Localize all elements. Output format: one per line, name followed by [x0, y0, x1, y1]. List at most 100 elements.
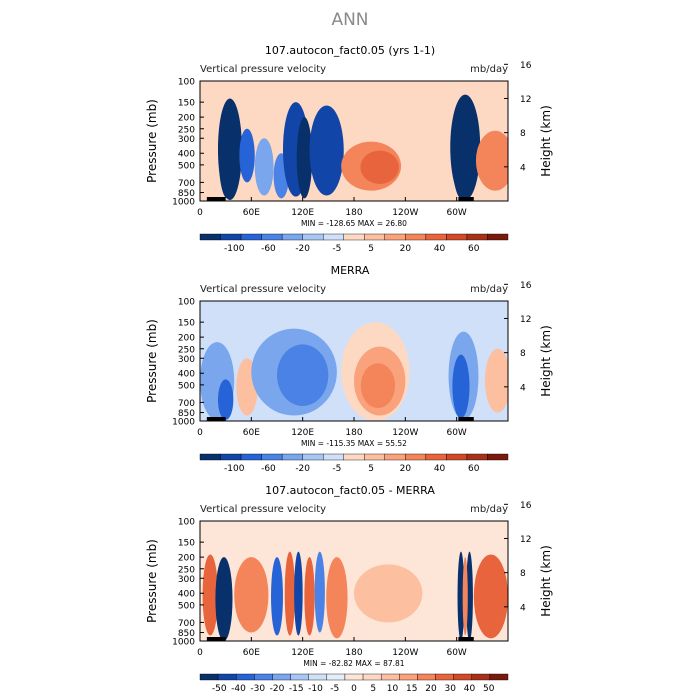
colorbar-swatch	[272, 673, 291, 681]
heatmap-feature	[284, 551, 295, 636]
colorbar-swatch	[281, 453, 303, 461]
colorbar-label: -60	[261, 464, 276, 474]
colorbar-swatch	[220, 453, 242, 461]
y-right-tick-label: 12	[520, 315, 531, 325]
y-tick-label: 850	[178, 409, 195, 419]
y-tick-label: 300	[178, 355, 195, 365]
x-tick-label: 120E	[291, 428, 314, 438]
colorbar-swatch	[487, 453, 509, 461]
heatmap-cells	[200, 322, 508, 421]
colorbar-label: -100	[224, 464, 245, 474]
colorbar-swatch	[220, 233, 242, 241]
colorbar-swatch	[489, 673, 509, 681]
y-right-tick-label: 12	[520, 535, 531, 545]
colorbar-label: -15	[289, 684, 304, 694]
colorbar-swatch	[199, 673, 219, 681]
colorbar-swatch	[236, 673, 255, 681]
colorbar-swatch	[199, 233, 221, 241]
panel-units: mb/day	[470, 504, 508, 515]
colorbar-swatch	[471, 673, 491, 681]
colorbar-swatch	[254, 673, 273, 681]
colorbar-label: -20	[295, 464, 310, 474]
x-tick-label: 120E	[291, 648, 314, 658]
y-tick-label: 100	[178, 78, 195, 88]
heatmap-feature	[326, 557, 348, 639]
colorbar-swatch	[405, 233, 427, 241]
colorbar-swatch	[364, 453, 385, 461]
colorbar-swatch	[405, 453, 427, 461]
x-tick-label: 60W	[446, 208, 466, 218]
colorbar-swatch	[240, 453, 262, 461]
colorbar-label: -5	[330, 684, 339, 694]
colorbar-label: 20	[425, 684, 437, 694]
x-tick-label: 120W	[392, 648, 418, 658]
colorbar-label: 5	[370, 684, 376, 694]
y-tick-label: 200	[178, 554, 195, 564]
x-tick-label: 60E	[243, 648, 260, 658]
y-right-tick-label: 12	[520, 95, 531, 105]
colorbar-label: -20	[270, 684, 285, 694]
y-right-axis-label: Height (km)	[539, 105, 553, 176]
colorbar-swatch	[199, 453, 221, 461]
y-tick-label: 700	[178, 399, 195, 409]
x-tick-label: 60E	[243, 428, 260, 438]
colorbar-label: 40	[464, 684, 476, 694]
y-tick-label: 200	[178, 334, 195, 344]
colorbar-label: -5	[332, 464, 341, 474]
y-tick-label: 200	[178, 114, 195, 124]
colorbar-label: 5	[368, 244, 374, 254]
panel-subtitle: Vertical pressure velocity	[200, 284, 326, 295]
colorbar-swatch	[302, 453, 324, 461]
colorbar-swatch	[343, 453, 365, 461]
x-tick-label: 0	[197, 208, 203, 218]
colorbar-label: 30	[445, 684, 457, 694]
y-tick-label: 1000	[172, 198, 195, 208]
topography-mask	[458, 417, 474, 421]
colorbar-swatch	[290, 673, 309, 681]
colorbar-label: 60	[468, 464, 480, 474]
x-tick-label: 120E	[291, 208, 314, 218]
x-tick-label: 60E	[243, 208, 260, 218]
heatmap-feature	[217, 379, 234, 420]
colorbar-label: -30	[250, 684, 265, 694]
topography-mask	[206, 197, 226, 201]
y-tick-label: 500	[178, 161, 195, 171]
colorbar-label: -5	[332, 244, 341, 254]
y-tick-label: 300	[178, 135, 195, 145]
colorbar-label: 40	[434, 244, 446, 254]
panel-units: mb/day	[470, 64, 508, 75]
heatmap-feature	[277, 344, 329, 407]
heatmap-feature	[215, 557, 233, 641]
colorbar-label: -100	[224, 244, 245, 254]
x-tick-label: 180	[345, 648, 362, 658]
heatmap-feature	[360, 363, 396, 409]
y-tick-label: 500	[178, 381, 195, 391]
y-axis-label: Pressure (mb)	[145, 539, 159, 623]
y-right-tick-label: 4	[520, 163, 526, 173]
colorbar-swatch	[399, 673, 418, 681]
heatmap-feature	[457, 551, 465, 641]
heatmap-cells	[202, 551, 508, 641]
x-tick-label: 120W	[392, 208, 418, 218]
y-tick-label: 250	[178, 345, 195, 355]
heatmap-feature	[475, 130, 508, 191]
colorbar-swatch	[487, 233, 509, 241]
heatmap-feature	[304, 557, 315, 636]
colorbar-label: 10	[387, 684, 399, 694]
colorbar-label: -50	[212, 684, 227, 694]
y-tick-label: 400	[178, 590, 195, 600]
x-tick-label: 60W	[446, 428, 466, 438]
colorbar-swatch	[435, 673, 454, 681]
topography-mask	[458, 197, 474, 201]
y-tick-label: 150	[178, 319, 195, 329]
y-tick-label: 700	[178, 179, 195, 189]
heatmap-feature	[452, 354, 470, 419]
y-right-axis-label: Height (km)	[539, 545, 553, 616]
y-right-tick-label: 16	[520, 281, 532, 291]
colorbar-label: 20	[400, 464, 412, 474]
y-right-tick-label: 4	[520, 383, 526, 393]
colorbar-swatch	[466, 233, 488, 241]
heatmap-feature	[202, 554, 218, 636]
y-tick-label: 100	[178, 298, 195, 308]
colorbar-swatch	[364, 233, 385, 241]
